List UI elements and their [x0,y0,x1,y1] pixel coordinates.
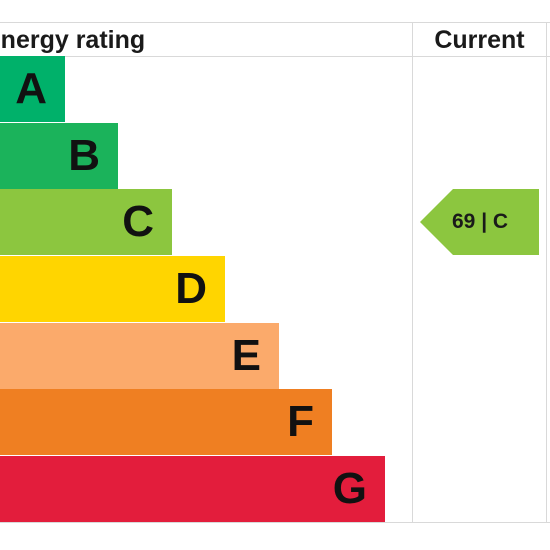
current-arrow-shape [420,189,539,255]
current-column-header: Current [434,26,525,54]
band-letter-g: G [332,464,367,513]
band-f: F [0,389,332,455]
current-column-left-border [412,22,413,523]
band-letter-e: E [231,331,261,380]
top-border [0,22,550,23]
current-column-right-border [546,22,547,523]
current-rating-indicator: 69 | C [420,189,539,255]
band-c: C [0,189,172,255]
band-e: E [0,323,279,389]
band-a: A [0,56,65,122]
band-b: B [0,123,118,189]
current-rating-label: 69 | C [452,210,509,233]
bottom-border [0,522,550,523]
band-letter-a: A [15,64,47,113]
band-g: G [0,456,385,522]
band-letter-b: B [68,131,100,180]
band-letter-f: F [287,397,314,446]
band-letter-c: C [122,197,154,246]
chart-title: Energy rating [0,26,146,54]
band-d: D [0,256,225,322]
band-letter-d: D [175,264,207,313]
header-divider [0,56,550,57]
